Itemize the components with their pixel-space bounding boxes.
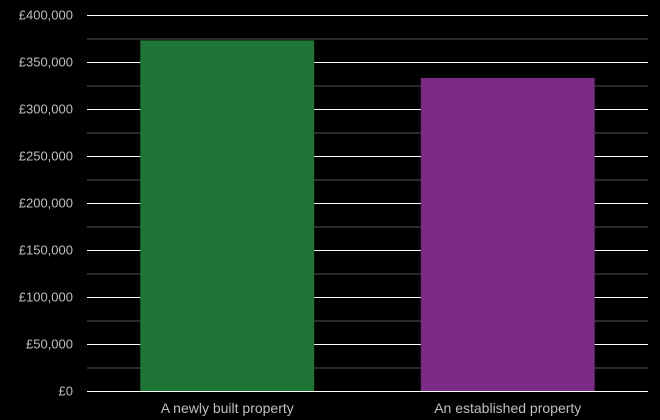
y-tick-label: £50,000 (26, 337, 73, 352)
y-tick-label: £200,000 (19, 196, 73, 211)
bars (140, 40, 595, 391)
y-tick-label: £0 (59, 384, 73, 399)
y-tick-label: £250,000 (19, 149, 73, 164)
y-tick-label: £350,000 (19, 55, 73, 70)
bar (420, 77, 595, 391)
bar (140, 40, 315, 391)
x-category-label: An established property (434, 400, 581, 416)
y-tick-label: £400,000 (19, 8, 73, 23)
y-tick-label: £150,000 (19, 243, 73, 258)
y-tick-label: £300,000 (19, 102, 73, 117)
x-category-label: A newly built property (161, 400, 294, 416)
y-tick-label: £100,000 (19, 290, 73, 305)
x-axis-category-labels: A newly built property An established pro… (161, 400, 582, 416)
y-axis-tick-labels: £0 £50,000 £100,000 £150,000 £200,000 £250,00… (19, 8, 73, 399)
